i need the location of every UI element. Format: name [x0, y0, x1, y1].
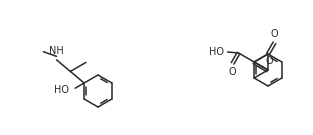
Text: O: O — [229, 67, 236, 77]
Text: O: O — [271, 29, 278, 39]
Text: HO: HO — [208, 47, 223, 57]
Text: HO: HO — [54, 85, 69, 95]
Text: NH: NH — [49, 46, 64, 56]
Text: O: O — [265, 55, 273, 65]
